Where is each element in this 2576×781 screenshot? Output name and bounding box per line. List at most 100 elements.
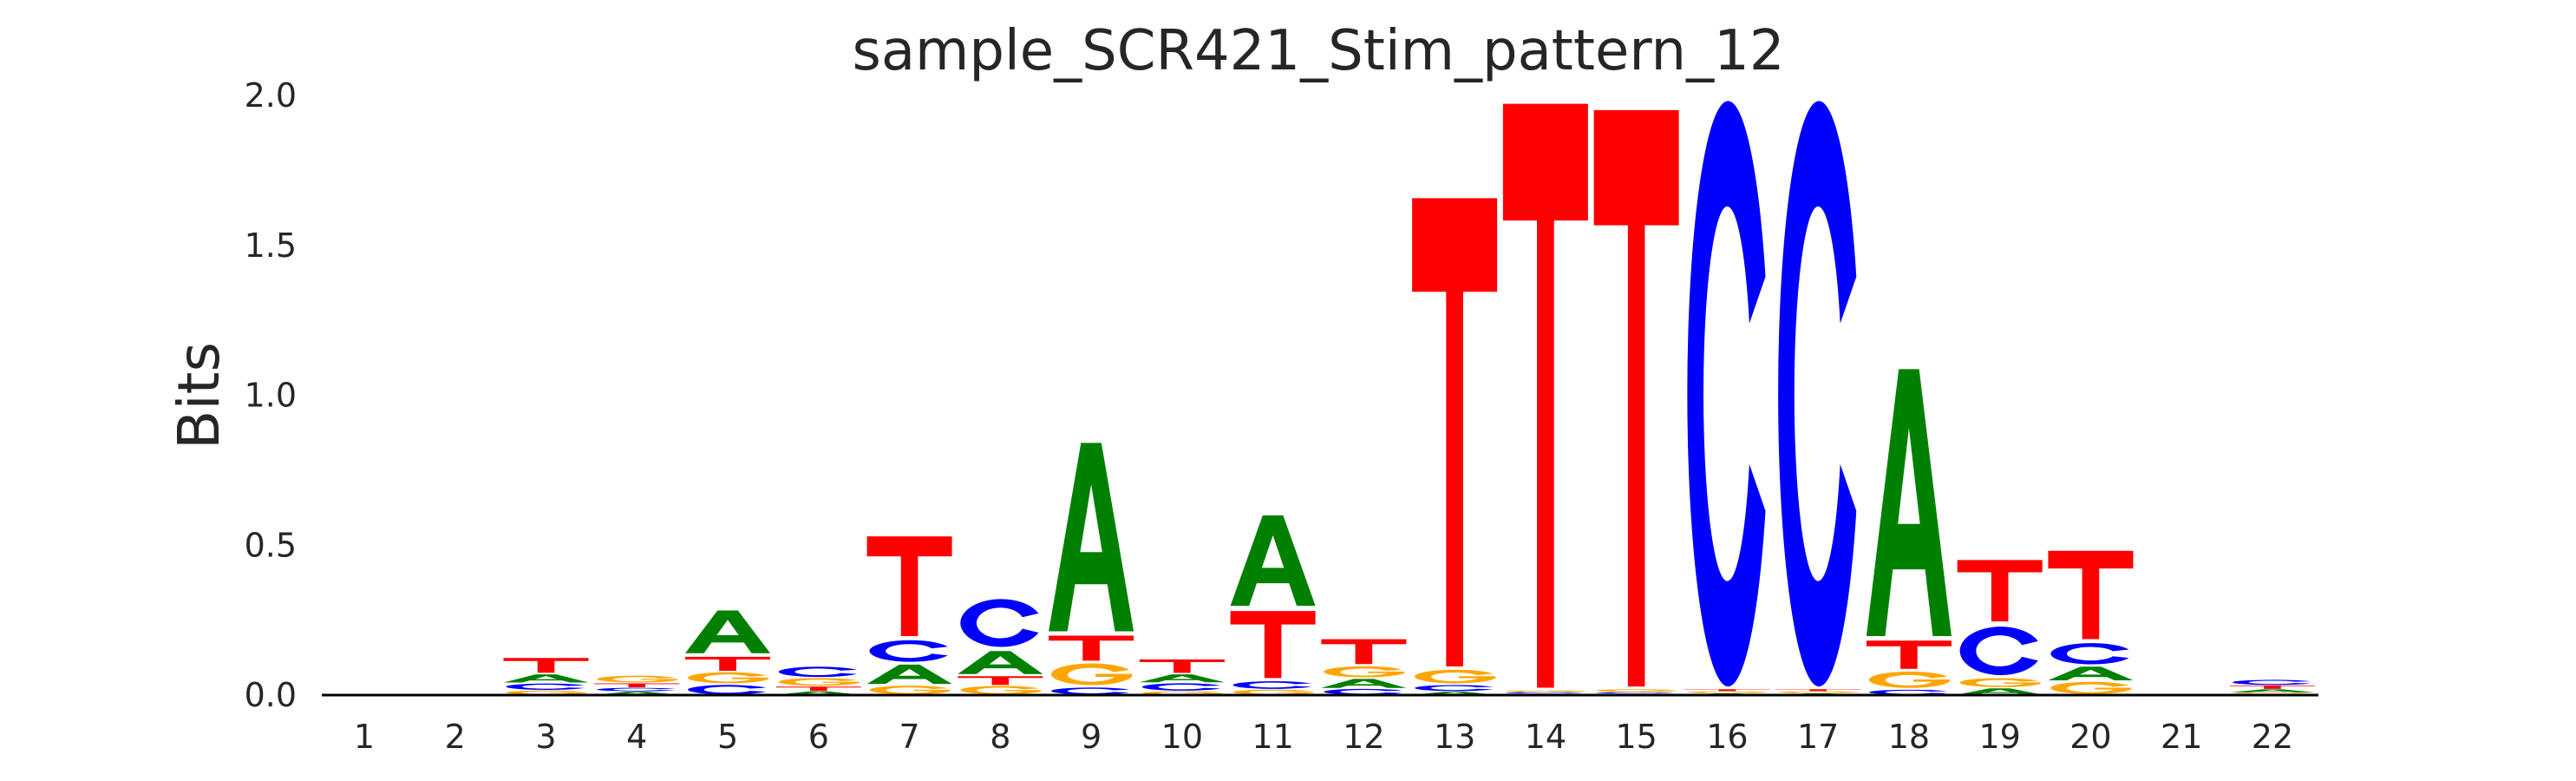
- x-tick-label: 9: [1081, 718, 1102, 756]
- y-tick-label: 0.0: [245, 676, 297, 714]
- logo-stack-13: [1412, 198, 1498, 695]
- logo-letter-C: [687, 685, 767, 695]
- x-tick-label: 16: [1706, 718, 1748, 756]
- logo-letter-A: [1049, 443, 1134, 632]
- logo-letter-A: [866, 664, 952, 685]
- logo-letter-C: [1141, 683, 1220, 691]
- y-tick-label: 1.5: [245, 226, 297, 265]
- logo-stack-5: [685, 610, 771, 695]
- logo-letter-G: [869, 686, 951, 695]
- logo-letter-C: [597, 687, 676, 692]
- x-tick-label: 4: [626, 718, 647, 756]
- logo-stack-19: [1957, 560, 2043, 695]
- logo-stack-11: [1230, 515, 1316, 695]
- logo-letter-T: [1230, 611, 1316, 679]
- logo-letter-T: [2048, 550, 2134, 640]
- logo-letter-C: [1415, 685, 1494, 692]
- logo-letter-G: [1051, 663, 1133, 686]
- logo-letter-G: [1868, 671, 1950, 688]
- logo-letter-T: [2229, 685, 2315, 689]
- logo-letter-T: [958, 676, 1043, 686]
- logo-letter-A: [1230, 515, 1316, 607]
- x-tick-label: 12: [1343, 718, 1384, 756]
- logo-letter-C: [960, 599, 1039, 647]
- y-axis-ticks: 0.0 0.5 1.0 1.5 2.0: [245, 76, 297, 714]
- logo-letter-G: [1232, 689, 1314, 695]
- x-tick-label: 22: [2252, 718, 2293, 756]
- logo-letter-G: [1505, 690, 1586, 692]
- logo-letter-T: [594, 683, 680, 688]
- x-tick-label: 13: [1434, 718, 1475, 756]
- y-tick-label: 1.0: [245, 377, 297, 415]
- logo-stack-4: [594, 675, 680, 695]
- logo-letter-A: [1321, 679, 1407, 688]
- logo-letter-G: [1324, 666, 1405, 678]
- logo-letter-C: [1324, 688, 1402, 695]
- x-tick-label: 11: [1252, 718, 1293, 756]
- logo-stack-14: [1502, 103, 1588, 695]
- logo-letter-T: [1139, 659, 1225, 673]
- logo-letter-A: [503, 674, 589, 683]
- logo-letter-C: [1051, 687, 1130, 695]
- logo-stack-22: [2229, 679, 2315, 695]
- logo-letter-C: [1687, 101, 1766, 687]
- logo-letter-G: [1959, 678, 2041, 687]
- logo-letter-T: [503, 658, 589, 673]
- logo-letter-G: [960, 686, 1042, 695]
- logo-letter-C: [1505, 692, 1584, 694]
- x-tick-label: 15: [1615, 718, 1657, 756]
- logo-letter-A: [2048, 666, 2134, 681]
- logo-stack-12: [1321, 639, 1407, 695]
- logo-letter-G: [2050, 681, 2132, 694]
- logo-stack-9: [1049, 443, 1134, 695]
- x-tick-label: 19: [1979, 718, 2021, 756]
- logo-stack-17: [1775, 101, 1861, 695]
- logo-stack-3: [503, 658, 589, 695]
- logo-letter-G: [778, 678, 860, 686]
- logo-letter-T: [1957, 560, 2043, 622]
- logo-letter-A: [1139, 674, 1225, 683]
- logo-letter-C: [1778, 101, 1857, 687]
- x-tick-label: 17: [1797, 718, 1839, 756]
- x-tick-label: 10: [1161, 718, 1203, 756]
- x-axis-ticks: 1 2 3 4 5 6 7 8 9 10 11 12 13 14 15 16 17 18 19 20 21 22: [354, 718, 2293, 756]
- logo-stack-6: [775, 666, 861, 695]
- logo-letter-C: [1232, 681, 1311, 689]
- logo-letter-C: [2050, 643, 2129, 665]
- logo-letter-T: [1049, 635, 1134, 661]
- logo-letter-G: [1778, 691, 1860, 693]
- logo-letter-G: [687, 672, 769, 684]
- logo-letter-C: [1959, 627, 2038, 675]
- y-tick-label: 2.0: [245, 76, 297, 115]
- x-tick-label: 18: [1888, 718, 1930, 756]
- logo-letter-G: [506, 690, 587, 695]
- y-tick-label: 0.5: [245, 526, 297, 564]
- logo-letter-T: [1412, 198, 1498, 666]
- x-tick-label: 3: [535, 718, 556, 756]
- logo-letter-A: [1957, 688, 2043, 695]
- logo-stack-16: [1684, 101, 1770, 695]
- logo-letter-T: [1321, 639, 1407, 665]
- logo-letter-C: [1596, 692, 1675, 694]
- logo-letter-G: [1687, 691, 1769, 693]
- x-tick-label: 20: [2069, 718, 2111, 756]
- x-tick-label: 2: [445, 718, 466, 756]
- logo-letter-T: [1684, 689, 1770, 692]
- logo-letter-C: [506, 683, 585, 690]
- logo-letter-T: [1866, 640, 1952, 669]
- logo-stack-20: [2048, 550, 2134, 694]
- logo-letter-T: [1502, 103, 1588, 688]
- logo-letter-C: [778, 666, 857, 678]
- logo-letter-C: [2232, 679, 2311, 686]
- logo-letter-C: [869, 640, 948, 662]
- x-tick-label: 5: [717, 718, 738, 756]
- logo-letter-T: [866, 536, 952, 637]
- logo-letter-G: [1415, 669, 1496, 684]
- logo-stack-7: [866, 536, 952, 695]
- logo-letter-G: [597, 675, 678, 683]
- x-tick-label: 7: [899, 718, 919, 756]
- x-tick-label: 8: [990, 718, 1010, 756]
- x-tick-label: 6: [808, 718, 829, 756]
- logo-letter-T: [685, 656, 771, 671]
